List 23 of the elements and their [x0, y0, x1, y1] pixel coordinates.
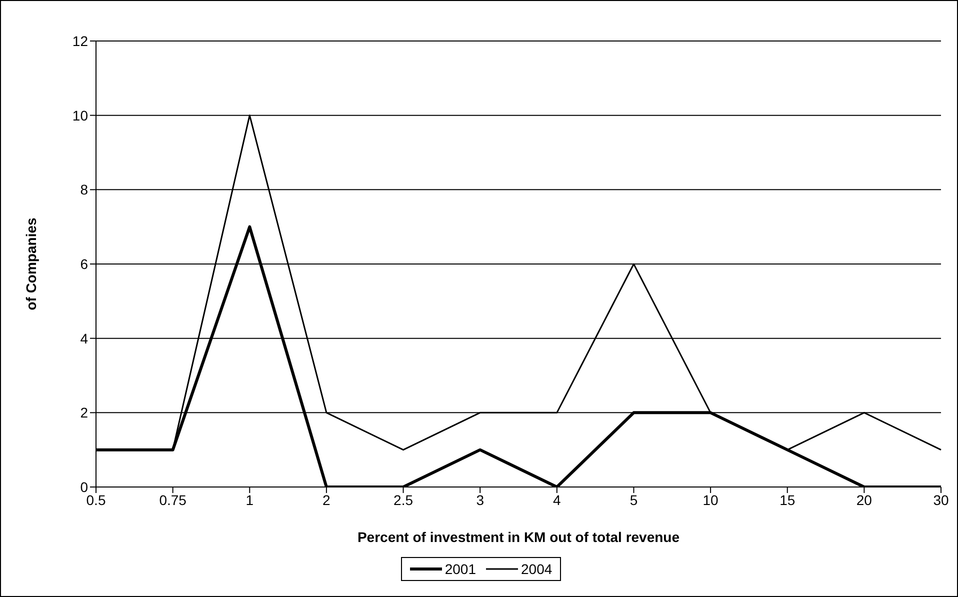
legend-label: 2004 — [520, 561, 552, 577]
x-tick-label: 0.75 — [159, 492, 187, 508]
y-tick-label: 4 — [80, 330, 88, 346]
x-tick-label: 3 — [476, 492, 484, 508]
y-tick-label: 2 — [80, 404, 88, 421]
x-tick-label: 0.5 — [86, 492, 106, 508]
x-tick-label: 30 — [933, 492, 949, 508]
y-axis-title: of Companies — [22, 218, 39, 310]
y-tick-label: 6 — [80, 256, 88, 272]
y-tick-label: 12 — [72, 32, 88, 49]
x-tick-label: 2.5 — [394, 492, 414, 508]
x-axis-title: Percent of investment in KM out of total revenue — [357, 529, 680, 545]
x-tick-label: 5 — [630, 492, 638, 508]
x-tick-label: 4 — [553, 492, 562, 508]
y-tick-label: 10 — [72, 107, 88, 124]
legend-label: 2001 — [444, 561, 476, 577]
x-tick-label: 10 — [702, 492, 719, 508]
x-tick-label: 2 — [322, 492, 331, 508]
y-tick-label: 8 — [80, 182, 88, 198]
y-tick-label: 0 — [80, 478, 88, 495]
x-tick-label: 20 — [856, 492, 872, 508]
x-tick-label: 1 — [246, 492, 254, 508]
x-tick-label: 15 — [780, 492, 796, 508]
